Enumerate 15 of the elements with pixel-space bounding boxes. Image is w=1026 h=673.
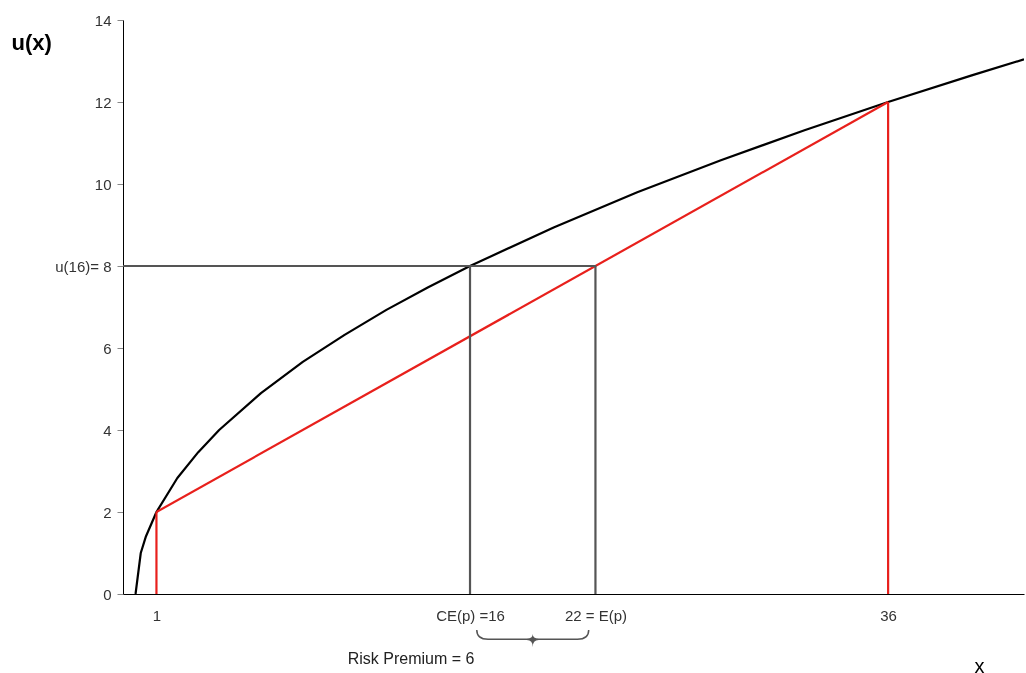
- x-tick-label: 36: [880, 606, 897, 624]
- y-tick-label: 14: [94, 11, 112, 29]
- y-tick-label: 12: [94, 93, 112, 111]
- x-tick-label: 22 = E(p): [564, 606, 628, 624]
- x-tick-label: 1: [152, 606, 162, 624]
- y-tick-label: 2: [103, 503, 112, 521]
- x-tick-label: CE(p) =16: [436, 606, 505, 624]
- y-tick-label: u(16)= 8: [55, 257, 112, 275]
- y-tick-label: 0: [103, 585, 112, 603]
- y-axis-title: u(x): [11, 29, 52, 55]
- y-tick-label: 10: [94, 175, 112, 193]
- x-axis-title: x: [974, 654, 985, 673]
- y-tick-label: 6: [103, 339, 112, 357]
- text: Risk Premium = 6: [347, 650, 475, 668]
- y-tick-label: 4: [103, 421, 112, 439]
